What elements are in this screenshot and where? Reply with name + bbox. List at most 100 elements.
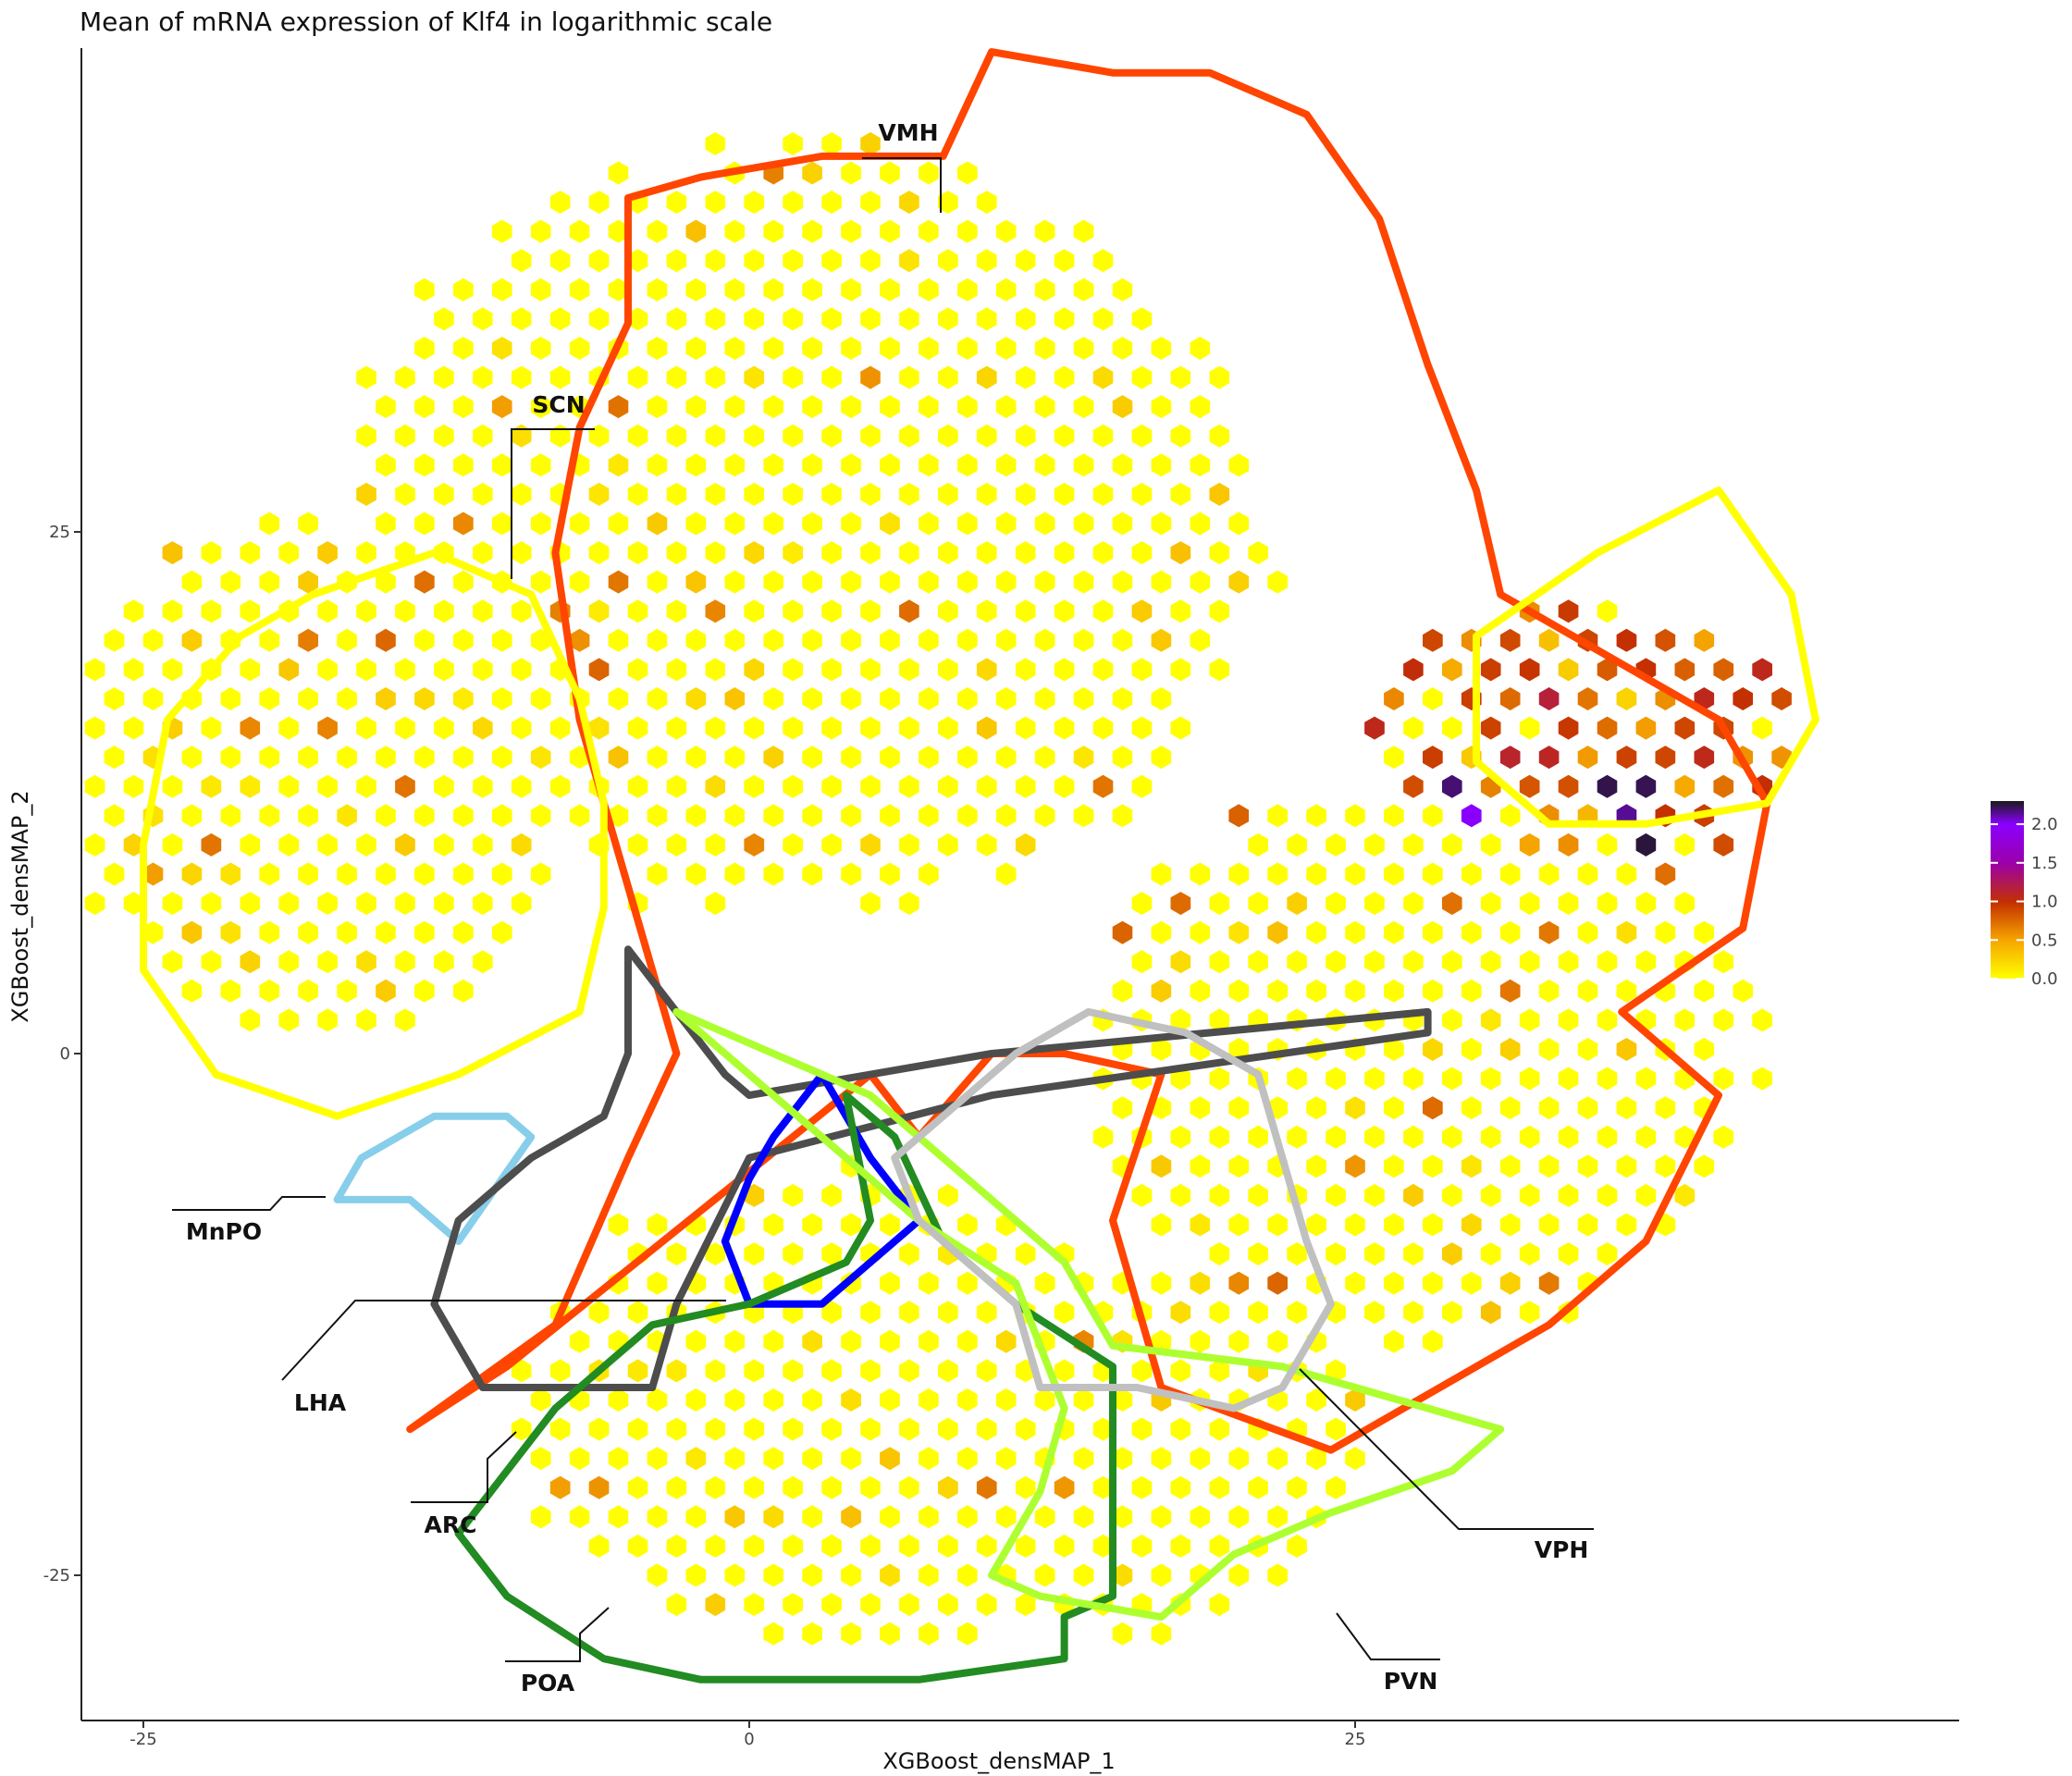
hexbin-cell <box>1384 1329 1404 1353</box>
hexbin-cell <box>414 395 435 419</box>
hexbin-cell <box>1655 862 1676 886</box>
hexbin-cell <box>240 950 261 974</box>
hexbin-cell <box>1073 804 1094 828</box>
hexbin-cell <box>1190 512 1211 536</box>
hexbin-cell <box>588 1417 610 1441</box>
hexbin-cell <box>1073 628 1094 652</box>
hexbin-cell <box>647 628 668 652</box>
hexbin-cell <box>744 832 765 857</box>
hexbin-cell <box>976 599 997 623</box>
hexbin-cell <box>298 570 318 594</box>
hexbin-cell <box>181 628 203 652</box>
hexbin-cell <box>1771 687 1792 710</box>
hexbin-cell <box>395 832 415 857</box>
hexbin-cell <box>1461 1096 1482 1120</box>
hexbin-cell <box>976 365 997 389</box>
hexbin-cell <box>627 716 648 740</box>
hexbin-cell <box>395 774 415 798</box>
hexbin-cell <box>744 482 765 506</box>
hexbin-cell <box>1131 1475 1153 1499</box>
hexbin-cell <box>976 1593 997 1617</box>
hexbin-cell <box>1267 1563 1288 1587</box>
hexbin-cell <box>569 804 590 828</box>
hexbin-cell <box>298 862 318 886</box>
hexbin-cell <box>763 512 783 536</box>
hexbin-cell <box>1733 687 1753 710</box>
hexbin-cell <box>957 278 978 302</box>
hexbin-cell <box>1073 687 1094 710</box>
hexbin-cell <box>1248 541 1268 565</box>
hexbin-cell <box>860 307 881 331</box>
hexbin-cell <box>549 716 571 740</box>
hexbin-cell <box>1112 570 1133 594</box>
hexbin-cell <box>1228 862 1250 886</box>
hexbin-cell <box>880 512 900 536</box>
hexbin-cell <box>1151 920 1172 944</box>
hexbin-cell <box>666 307 687 331</box>
hexbin-cell <box>647 862 668 886</box>
hexbin-cell <box>647 337 668 360</box>
hexbin-cell <box>1519 1301 1540 1325</box>
hexbin-cell <box>899 774 919 798</box>
hexbin-cell <box>919 1622 939 1646</box>
hexbin-cell <box>104 687 125 710</box>
hexbin-cell <box>1190 1213 1211 1237</box>
hexbin-cell <box>511 1359 532 1383</box>
hexbin-cell <box>724 628 746 652</box>
hexbin-cell <box>1209 1125 1230 1149</box>
hexbin-cell <box>1151 979 1172 1003</box>
hexbin-cell <box>1170 1183 1191 1207</box>
hexbin-cell <box>899 1534 919 1558</box>
hexbin-cell <box>1326 1242 1346 1266</box>
hexbin-cell <box>919 512 939 536</box>
hexbin-cell <box>453 278 474 302</box>
hexbin-cell <box>1228 1154 1250 1178</box>
hexbin-cell <box>1034 628 1055 652</box>
hexbin-cell <box>1151 1329 1172 1353</box>
hexbin-cell <box>1442 1008 1462 1032</box>
hexbin-cell <box>783 482 803 506</box>
hexbin-cell <box>1267 1213 1288 1237</box>
hexbin-cell <box>744 1242 765 1266</box>
hexbin-cell <box>1423 862 1443 886</box>
hexbin-cell <box>1635 950 1657 974</box>
hexbin-cell <box>685 337 707 360</box>
hexbin-cell <box>259 862 280 886</box>
hexbin-cell <box>1131 774 1153 798</box>
hexbin-cell <box>1480 892 1501 916</box>
hexbin-cell <box>1034 746 1055 770</box>
hexbin-cell <box>395 716 415 740</box>
hexbin-cell <box>685 804 707 828</box>
hexbin-cell <box>1713 774 1734 798</box>
hexbin-cell <box>1306 1213 1326 1237</box>
hexbin-cell <box>608 453 629 477</box>
hexbin-cell <box>1151 1271 1172 1295</box>
hexbin-cell <box>783 1417 803 1441</box>
hexbin-cell <box>434 307 454 331</box>
hexbin-cell <box>1403 774 1424 798</box>
hexbin-cell <box>821 424 842 448</box>
hexbin-cell <box>1034 687 1055 710</box>
hexbin-cell <box>744 541 765 565</box>
hexbin-cell <box>1034 1271 1055 1295</box>
hexbin-cell <box>1209 1359 1230 1383</box>
hexbin-cell <box>569 512 590 536</box>
hexbin-cell <box>395 599 415 623</box>
hexbin-cell <box>1461 920 1482 944</box>
hexbin-cell <box>1131 599 1153 623</box>
hexbin-cell <box>1073 1388 1094 1412</box>
hexbin-cell <box>995 337 1017 360</box>
hexbin-cell <box>1694 979 1715 1003</box>
hexbin-cell <box>938 1534 958 1558</box>
hexbin-cell <box>123 658 144 682</box>
hexbin-cell <box>1112 337 1133 360</box>
hexbin-cell <box>1674 716 1696 740</box>
hexbin-cell <box>549 365 571 389</box>
hexbin-cell <box>1209 1417 1230 1441</box>
hexbin-cell <box>1616 628 1637 652</box>
hexbin-cell <box>1267 1505 1288 1529</box>
hexbin-cell <box>841 628 861 652</box>
legend-colorbar <box>1991 801 2024 979</box>
hexbin-cell <box>1112 1563 1133 1587</box>
hexbin-cell <box>880 804 900 828</box>
